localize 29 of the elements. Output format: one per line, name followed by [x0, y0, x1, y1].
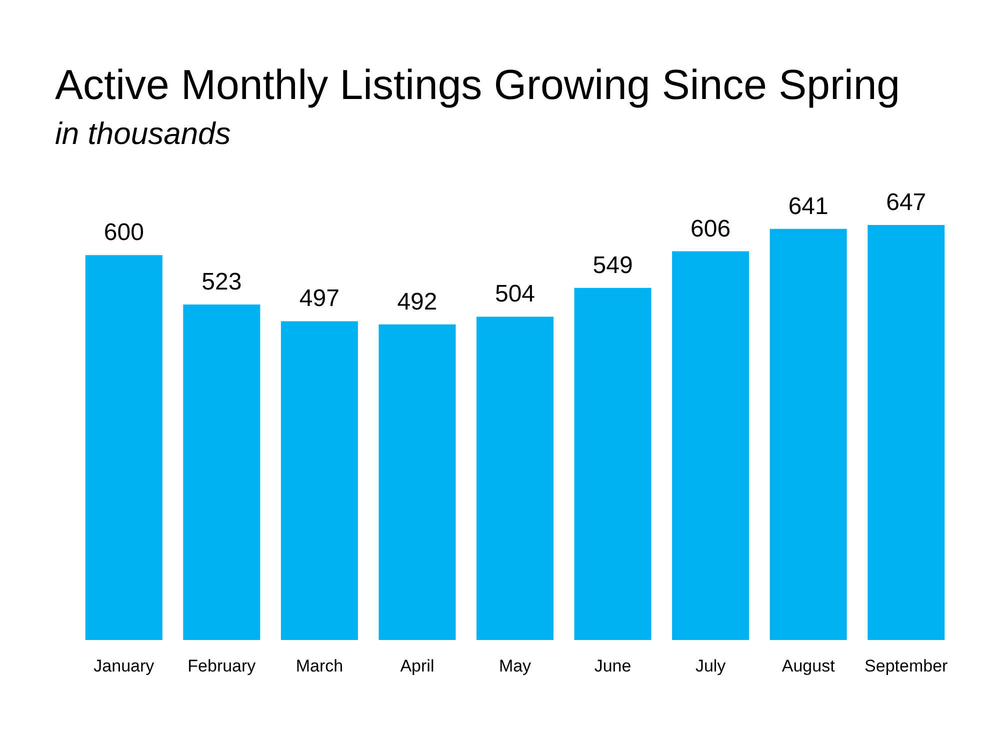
- bar: [183, 304, 260, 640]
- bar: [574, 288, 652, 640]
- x-tick-label: March: [296, 656, 344, 676]
- data-label: 504: [494, 280, 536, 308]
- bar: [280, 321, 358, 640]
- chart-title: Active Monthly Listings Growing Since Spring: [55, 61, 900, 108]
- x-tick-label: February: [188, 656, 256, 676]
- data-label: 523: [202, 268, 242, 296]
- data-label: 647: [886, 189, 926, 216]
- x-tick-label: May: [498, 656, 532, 676]
- x-tick-label: September: [864, 656, 948, 676]
- data-label: 641: [788, 192, 828, 220]
- bar: [85, 255, 162, 640]
- x-tick-label: August: [782, 656, 836, 676]
- data-label: 549: [592, 252, 633, 279]
- data-label: 606: [690, 215, 731, 242]
- bar: [868, 225, 945, 640]
- data-label: 600: [104, 219, 144, 246]
- x-tick-label: January: [94, 656, 155, 676]
- x-tick-label: June: [594, 656, 632, 676]
- bar: [378, 324, 456, 640]
- bar: [672, 251, 750, 640]
- x-tick-label: April: [400, 656, 434, 676]
- bar: [770, 228, 847, 640]
- bar: [476, 316, 554, 640]
- data-label: 492: [397, 288, 438, 316]
- chart-subtitle: in thousands: [55, 116, 231, 151]
- x-tick-label: July: [695, 656, 726, 676]
- data-label: 497: [299, 285, 340, 312]
